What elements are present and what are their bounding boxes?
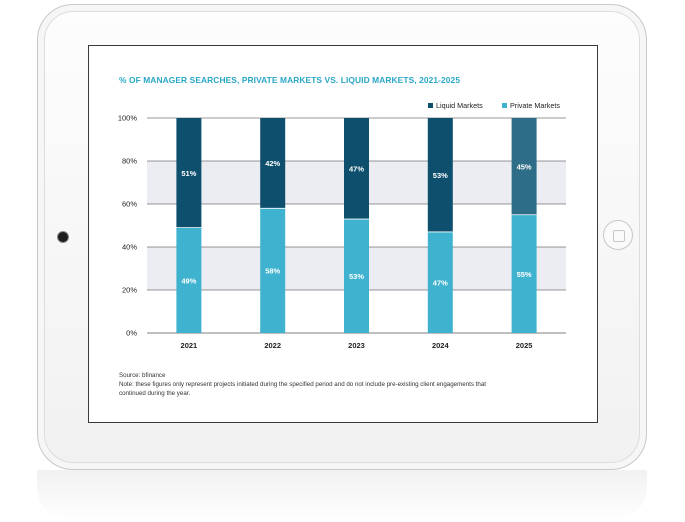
y-tick-label: 20% [122,286,137,295]
data-label-private: 53% [349,272,364,281]
data-label-private: 58% [265,267,280,276]
x-tick-label: 2024 [432,341,450,350]
data-label-liquid: 53% [433,171,448,180]
data-label-private: 47% [433,278,448,287]
bar-liquid-markets [427,118,453,232]
bar-private-markets [344,219,369,333]
y-tick-label: 60% [122,200,137,209]
bar-private-markets [427,231,453,333]
bar-liquid-markets [344,118,369,220]
data-label-liquid: 45% [517,162,532,171]
x-tick-label: 2021 [181,341,198,350]
tablet-screen: % OF MANAGER SEARCHES, PRIVATE MARKETS V… [88,45,598,423]
y-tick-label: 80% [122,157,137,166]
data-label-liquid: 51% [181,169,196,178]
x-tick-label: 2022 [264,341,281,350]
camera-icon [57,231,69,243]
tablet-reflection [37,470,647,522]
legend-label-private: Private Markets [510,101,560,110]
legend-label-liquid: Liquid Markets [436,101,483,110]
data-label-private: 49% [181,276,196,285]
y-tick-label: 40% [122,243,137,252]
legend-swatch-liquid [428,103,433,108]
chart-title: % OF MANAGER SEARCHES, PRIVATE MARKETS V… [119,75,461,85]
home-button[interactable] [603,220,633,250]
data-label-liquid: 47% [349,165,364,174]
bar-liquid-markets [176,118,202,228]
stacked-bar-chart: 0% 20% 40% 60% 80% 100% 49% 51% 2021 58% 42% 2022 53… [118,101,566,350]
y-tick-label: 100% [118,114,138,123]
y-tick-label: 0% [126,329,137,338]
source-text: Source: bfinance [119,372,166,379]
bar-private-markets [511,214,537,333]
x-tick-label: 2023 [348,341,365,350]
data-label-private: 55% [517,270,532,279]
bar-private-markets [176,227,202,333]
x-tick-label: 2025 [516,341,533,350]
data-label-liquid: 42% [265,159,280,168]
bar-liquid-markets [260,118,286,209]
bar-private-markets [260,208,286,333]
note-text: Note: these figures only represent proje… [119,381,487,397]
legend-swatch-private [502,103,507,108]
bar-liquid-markets [511,118,537,215]
